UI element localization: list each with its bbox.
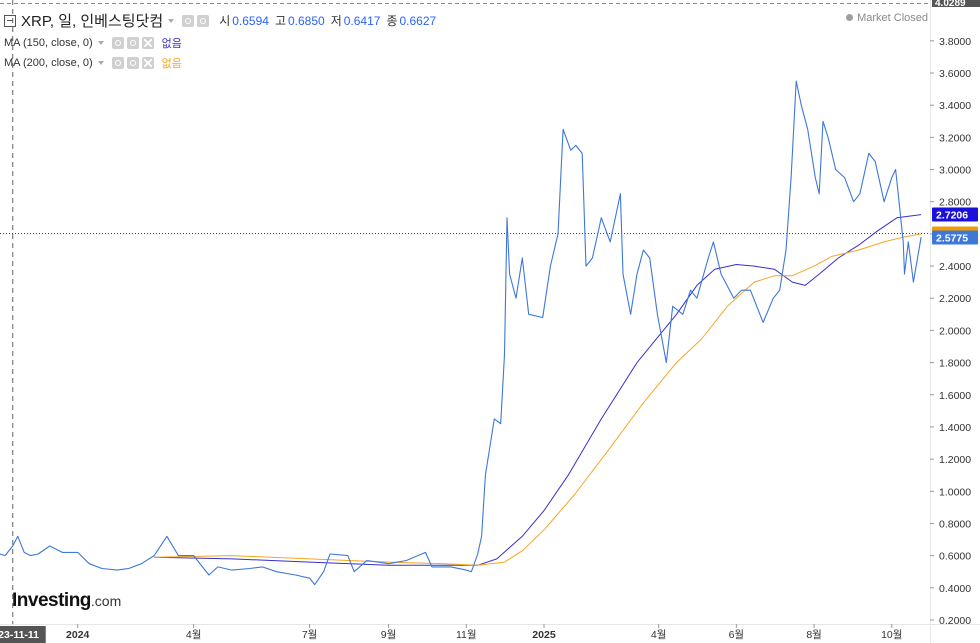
series-line-xrp bbox=[0, 80, 922, 586]
ma200-label: MA (200, close, 0) bbox=[4, 57, 93, 69]
ma200-value: 없음 bbox=[161, 58, 182, 70]
series-line-ma150 bbox=[154, 214, 922, 566]
y-tick-label: 2.8000 bbox=[939, 197, 971, 209]
visibility-icon[interactable] bbox=[111, 37, 124, 49]
y-tick-label: 1.0000 bbox=[939, 486, 971, 498]
y-tick-label: 2.0000 bbox=[939, 325, 971, 337]
collapse-legend-icon[interactable] bbox=[4, 14, 16, 27]
y-tick-label: 3.6000 bbox=[939, 68, 971, 80]
y-tick-label: 1.6000 bbox=[939, 390, 971, 402]
chevron-down-icon[interactable] bbox=[97, 41, 104, 45]
x-tick-label: 10월 bbox=[881, 629, 902, 641]
settings-icon[interactable] bbox=[126, 57, 139, 69]
x-tick-label: 9월 bbox=[381, 629, 397, 641]
price-label: 2.7206 bbox=[936, 209, 968, 221]
y-tick-label: 1.4000 bbox=[939, 422, 971, 434]
series-line-ma200 bbox=[154, 233, 922, 566]
x-tick-label: 11월 bbox=[456, 629, 477, 641]
y-tick-label: 0.2000 bbox=[939, 615, 971, 627]
y-tick-label: 0.4000 bbox=[939, 583, 971, 595]
y-tick-label: 3.2000 bbox=[939, 132, 971, 144]
symbol-legend: XRP, 일, 인베스팅닷컴 시 0.6594 고 0.6850 저 0.641… bbox=[4, 10, 442, 31]
high-value: 0.6850 bbox=[287, 13, 325, 28]
series-layer bbox=[0, 80, 922, 586]
y-tick-label: 3.4000 bbox=[939, 100, 971, 112]
x-tick-label: 7월 bbox=[302, 629, 318, 641]
low-label: 저 bbox=[330, 14, 342, 28]
chevron-down-icon[interactable] bbox=[97, 61, 104, 65]
investing-logo: Investing.com bbox=[12, 590, 121, 612]
ma150-legend: MA (150, close, 0) 없음 bbox=[4, 35, 182, 51]
crosshair-date-box bbox=[0, 626, 46, 643]
y-tick-label: 2.4000 bbox=[939, 261, 971, 273]
price-label: 2.5775 bbox=[936, 233, 968, 245]
close-icon[interactable] bbox=[141, 37, 154, 49]
low-value: 0.6417 bbox=[343, 13, 381, 28]
open-label: 시 bbox=[219, 14, 231, 28]
settings-icon[interactable] bbox=[126, 37, 139, 49]
close-value: 0.6627 bbox=[399, 13, 437, 28]
y-tick-label: 3.0000 bbox=[939, 165, 971, 177]
price-label-box bbox=[932, 207, 978, 222]
y-tick-label: 1.8000 bbox=[939, 358, 971, 370]
symbol-title: XRP, 일, 인베스팅닷컴 bbox=[21, 13, 164, 30]
status-dot-icon bbox=[846, 14, 854, 21]
y-tick-label: 0.8000 bbox=[939, 518, 971, 530]
ma150-value: 없음 bbox=[161, 38, 182, 50]
grid-layer bbox=[0, 0, 930, 624]
x-tick-label: 2024 bbox=[66, 629, 90, 641]
logo-main: Investing bbox=[12, 590, 91, 611]
open-value: 0.6594 bbox=[232, 13, 269, 28]
ma150-label: MA (150, close, 0) bbox=[4, 37, 93, 49]
market-status-text: Market Closed bbox=[857, 12, 928, 24]
close-label: 종 bbox=[386, 14, 398, 28]
ma200-legend: MA (200, close, 0) 없음 bbox=[4, 55, 182, 71]
y-tick-label: 2.2000 bbox=[939, 293, 971, 305]
market-status: Market Closed bbox=[846, 12, 928, 24]
visibility-icon[interactable] bbox=[182, 14, 195, 27]
chevron-down-icon[interactable] bbox=[168, 18, 175, 23]
x-tick-label: 8월 bbox=[806, 629, 822, 641]
y-top-label: 4.0289 bbox=[935, 0, 966, 9]
logo-suffix: .com bbox=[90, 593, 122, 609]
x-tick-label: 4월 bbox=[186, 629, 202, 641]
y-tick-label: 3.8000 bbox=[939, 36, 971, 48]
y-tick-label: 0.6000 bbox=[939, 551, 971, 563]
x-tick-label: 4월 bbox=[651, 629, 667, 641]
high-label: 고 bbox=[274, 14, 286, 28]
crosshair-date-label: 2023-11-11 bbox=[0, 629, 39, 641]
x-tick-label: 6월 bbox=[729, 629, 745, 641]
settings-icon[interactable] bbox=[197, 14, 210, 27]
x-tick-label: 2025 bbox=[532, 629, 556, 641]
y-top-label-box bbox=[932, 0, 980, 7]
close-icon[interactable] bbox=[141, 57, 154, 69]
y-tick-label: 1.2000 bbox=[939, 454, 971, 466]
visibility-icon[interactable] bbox=[111, 57, 124, 69]
price-label-box bbox=[932, 230, 978, 245]
